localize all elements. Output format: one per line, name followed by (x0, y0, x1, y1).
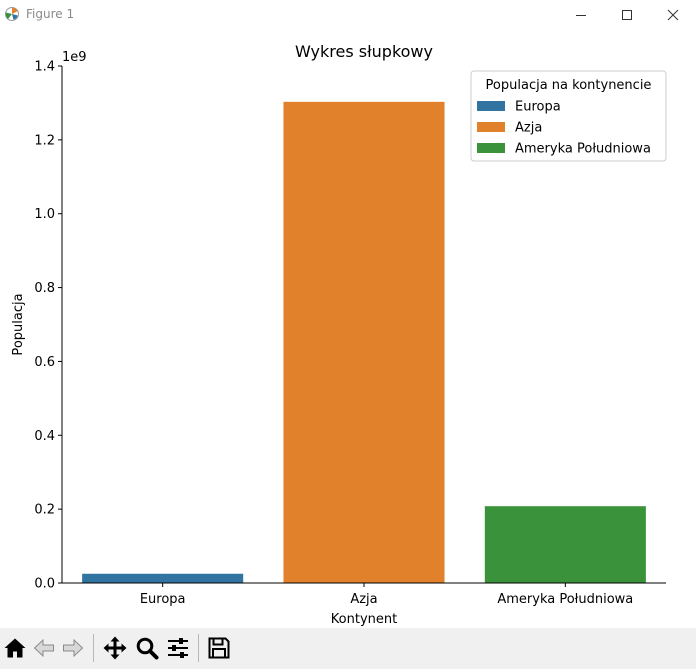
save-button[interactable] (204, 633, 234, 663)
y-tick-label: 0.4 (34, 429, 55, 444)
bar-0 (82, 573, 244, 583)
matplotlib-icon (5, 7, 19, 21)
y-tick-label: 1.4 (34, 60, 55, 75)
bar-2 (484, 506, 646, 583)
y-tick-label: 0.2 (34, 503, 55, 518)
x-tick-label: Europa (140, 592, 186, 607)
legend-swatch-0 (477, 101, 505, 111)
figure-canvas: Wykres słupkowy 0.0 0.2 0.4 0.6 0.8 1.0 1.2 1.4 1… (0, 29, 696, 628)
configure-subplots-icon (168, 638, 188, 658)
y-tick-label: 1.2 (34, 133, 55, 148)
y-offset-text: 1e9 (62, 50, 87, 65)
pan-button[interactable] (100, 633, 130, 663)
y-tick-label: 0.8 (34, 281, 55, 296)
x-axis-label: Kontynent (331, 612, 397, 627)
toolbar-separator (93, 634, 94, 662)
bar-chart: Wykres słupkowy 0.0 0.2 0.4 0.6 0.8 1.0 1.2 1.4 1… (11, 42, 667, 627)
legend-swatch-1 (477, 122, 505, 132)
x-tick-label: Azja (350, 592, 377, 607)
forward-icon (63, 638, 84, 658)
minimize-icon (576, 14, 586, 16)
legend-label-0: Europa (515, 100, 561, 115)
y-axis-label: Populacja (11, 293, 26, 355)
close-button[interactable] (650, 0, 696, 29)
legend-frame (470, 70, 667, 162)
bar-1 (283, 101, 445, 584)
back-icon (33, 638, 54, 658)
close-icon (667, 9, 679, 20)
legend-label-1: Azja (515, 121, 542, 136)
toolbar-separator (198, 634, 199, 662)
legend: Populacja na kontynencie Europa Azja Ameryk… (470, 70, 667, 162)
x-tick-label: Ameryka Południowa (497, 592, 633, 607)
zoom-icon (136, 637, 159, 660)
y-tick-label: 1.0 (34, 207, 55, 222)
minimize-button[interactable] (558, 0, 604, 29)
legend-title: Populacja na kontynencie (486, 78, 652, 93)
window-title: Figure 1 (26, 7, 75, 21)
save-icon (208, 637, 230, 659)
home-icon (4, 638, 26, 658)
y-tick-label: 0.0 (34, 577, 55, 592)
legend-label-2: Ameryka Południowa (515, 142, 651, 157)
configure-subplots-button[interactable] (163, 633, 193, 663)
window-titlebar: Figure 1 (0, 0, 696, 29)
maximize-icon (622, 9, 632, 20)
chart-title: Wykres słupkowy (295, 42, 433, 61)
legend-swatch-2 (477, 143, 505, 153)
home-button[interactable] (0, 633, 30, 663)
maximize-button[interactable] (604, 0, 650, 29)
navigation-toolbar (0, 628, 696, 669)
back-button[interactable] (29, 633, 59, 663)
y-tick-label: 0.6 (34, 355, 55, 370)
forward-button[interactable] (58, 633, 88, 663)
zoom-button[interactable] (132, 633, 162, 663)
pan-icon (103, 636, 127, 660)
